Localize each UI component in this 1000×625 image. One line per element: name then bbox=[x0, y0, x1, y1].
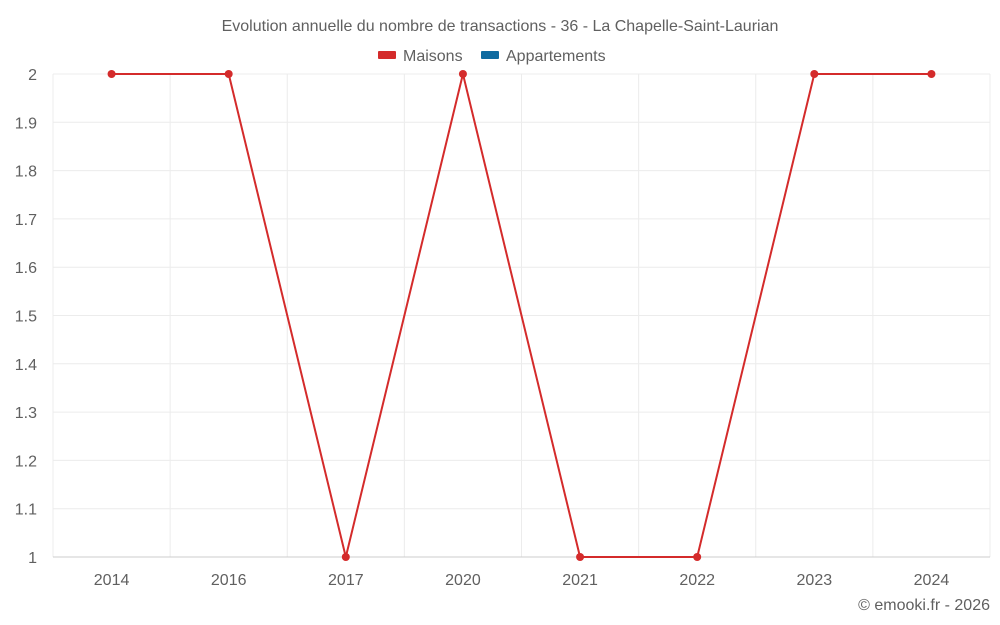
data-point[interactable] bbox=[576, 553, 585, 561]
data-point[interactable] bbox=[810, 70, 819, 78]
x-tick-label: 2023 bbox=[797, 572, 833, 589]
legend: Maisons Appartements bbox=[378, 48, 606, 65]
y-tick-label: 1 bbox=[28, 550, 37, 567]
x-tick-label: 2014 bbox=[94, 572, 130, 589]
y-tick-label: 1.4 bbox=[15, 357, 37, 374]
y-tick-label: 1.6 bbox=[15, 260, 37, 277]
x-tick-label: 2017 bbox=[328, 572, 364, 589]
x-tick-label: 2021 bbox=[562, 572, 598, 589]
legend-label-appartements[interactable]: Appartements bbox=[506, 48, 606, 65]
x-tick-label: 2016 bbox=[211, 572, 247, 589]
x-tick-label: 2024 bbox=[914, 572, 950, 589]
x-tick-label: 2020 bbox=[445, 572, 481, 589]
data-point[interactable] bbox=[224, 70, 233, 78]
legend-label-maisons[interactable]: Maisons bbox=[403, 48, 463, 65]
y-tick-label: 1.2 bbox=[15, 453, 37, 470]
y-tick-label: 2 bbox=[28, 67, 37, 84]
x-tick-label: 2022 bbox=[679, 572, 715, 589]
credit-text: © emooki.fr - 2026 bbox=[858, 597, 990, 614]
y-tick-label: 1.3 bbox=[15, 405, 37, 422]
legend-swatch-appartements[interactable] bbox=[481, 51, 499, 59]
y-tick-label: 1.7 bbox=[15, 212, 37, 229]
data-point[interactable] bbox=[458, 70, 467, 78]
data-point[interactable] bbox=[927, 70, 936, 78]
y-axis: 1 1.1 1.2 1.3 1.4 1.5 1.6 1.7 1.8 1.9 2 bbox=[15, 67, 37, 567]
y-tick-label: 1.1 bbox=[15, 502, 37, 519]
y-tick-label: 1.8 bbox=[15, 164, 37, 181]
series-line-maisons bbox=[111, 73, 932, 558]
data-point[interactable] bbox=[341, 553, 350, 561]
plot-area bbox=[107, 70, 936, 561]
y-tick-label: 1.9 bbox=[15, 115, 37, 132]
y-tick-label: 1.5 bbox=[15, 309, 37, 326]
legend-swatch-maisons[interactable] bbox=[378, 51, 396, 59]
chart-title: Evolution annuelle du nombre de transact… bbox=[222, 18, 779, 35]
x-axis: 2014 2016 2017 2020 2021 2022 2023 2024 bbox=[53, 556, 990, 589]
data-point[interactable] bbox=[693, 553, 702, 561]
data-point[interactable] bbox=[107, 70, 116, 78]
